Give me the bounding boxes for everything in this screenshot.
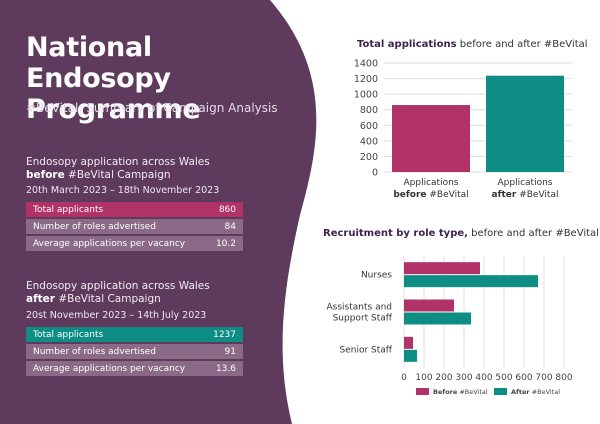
page-subtitle: #BeVital: Summary of Campaign Analysis	[26, 101, 278, 115]
x-tick-label: 400	[475, 373, 492, 383]
bar	[404, 275, 538, 288]
bar	[404, 299, 454, 312]
total-applications-chart: 0 200 400 600 800 1000 1200 1400 Applications bef…	[354, 59, 572, 200]
y-tick-label: 1000	[354, 90, 378, 101]
stat-label: Total applicants	[26, 202, 207, 217]
bar	[404, 349, 417, 362]
before-average-applications-row: Average applications per vacancy 10.2	[26, 236, 243, 251]
after-average-applications-row: Average applications per vacancy 13.6	[26, 361, 243, 376]
before-total-applicants-row: Total applicants 860	[26, 202, 243, 217]
after-roles-advertised-row: Number of roles advertised 91	[26, 344, 243, 359]
stat-label: Average applications per vacancy	[26, 361, 204, 376]
after-total-applicants-row: Total applicants 1237	[26, 327, 243, 342]
legend-label-bold: After	[511, 388, 530, 396]
y-category-label: Senior Staff	[340, 345, 393, 355]
x-tick-label: 800	[555, 373, 572, 383]
recruitment-by-role-chart: 0 100 200 300 400 500 600 700 800 Nurses Assistant…	[327, 256, 573, 396]
x-tick-label: 700	[535, 373, 552, 383]
total-applications-chart-title: Total applications before and after #BeV…	[357, 39, 588, 50]
legend-swatch	[494, 388, 507, 395]
stat-value: 10.2	[206, 236, 243, 251]
y-tick-label: 600	[360, 121, 378, 132]
x-tick-label: 500	[495, 373, 512, 383]
y-tick-label: 0	[372, 168, 378, 179]
bar	[404, 336, 413, 349]
bar	[404, 262, 480, 275]
x-tick-label: 100	[415, 373, 432, 383]
legend-swatch	[416, 388, 429, 395]
x-category-label: before #BeVital	[393, 190, 468, 200]
stat-value: 13.6	[203, 361, 243, 376]
x-tick-label: 0	[401, 373, 407, 383]
after-heading-line2: after #BeVital Campaign	[26, 293, 276, 306]
y-tick-label: 1200	[354, 74, 378, 85]
before-date-range: 20th March 2023 – 18th November 2023	[26, 185, 220, 196]
bar	[392, 105, 470, 172]
y-category-label: Assistants and	[327, 303, 392, 313]
legend-label: After #BeVital	[511, 388, 560, 396]
stat-value: 1237	[203, 327, 243, 342]
stat-value: 91	[203, 344, 243, 359]
chart2-title-bold: Recruitment by role type,	[323, 228, 468, 239]
legend-label-rest: #BeVital	[457, 388, 488, 396]
y-category-label: Nurses	[361, 271, 392, 281]
legend-label: Before #BeVital	[433, 388, 488, 396]
y-category-label: Support Staff	[333, 314, 393, 324]
x-category-label: Applications	[404, 178, 459, 188]
before-section-heading: Endosopy application across Wales before…	[26, 156, 276, 182]
chart2-title-rest: before and after #BeVital	[467, 228, 599, 239]
x-tick-label: 600	[515, 373, 532, 383]
x-category-label: Applications	[498, 178, 553, 188]
after-heading-bold: after	[26, 293, 55, 305]
x-category-label: after #BeVital	[492, 190, 559, 200]
legend-label-rest: #BeVital	[530, 388, 561, 396]
after-section-heading: Endosopy application across Wales after …	[26, 280, 276, 306]
chart1-title-bold: Total applications	[357, 39, 457, 50]
before-heading-line2: before #BeVital Campaign	[26, 169, 276, 182]
chart1-title-rest: before and after #BeVital	[456, 39, 588, 50]
before-roles-advertised-row: Number of roles advertised 84	[26, 219, 243, 234]
x-category-bold: before	[393, 190, 426, 200]
x-category-rest: #BeVital	[427, 190, 469, 200]
x-tick-label: 300	[455, 373, 472, 383]
x-category-bold: after	[492, 190, 517, 200]
x-tick-label: 200	[435, 373, 452, 383]
before-heading-bold: before	[26, 169, 65, 181]
stat-label: Number of roles advertised	[26, 344, 204, 359]
x-category-rest: #BeVital	[516, 190, 558, 200]
before-heading-rest: #BeVital Campaign	[64, 169, 171, 181]
y-tick-label: 200	[360, 152, 378, 163]
stat-label: Average applications per vacancy	[26, 236, 207, 251]
bar	[486, 75, 564, 172]
stat-value: 84	[206, 219, 243, 234]
bar	[404, 312, 471, 325]
page-title: National Endosopy Programme	[26, 32, 201, 125]
legend-label-bold: Before	[433, 388, 458, 396]
before-heading-line1: Endosopy application across Wales	[26, 156, 210, 168]
after-heading-line1: Endosopy application across Wales	[26, 280, 210, 292]
stat-value: 860	[206, 202, 243, 217]
recruitment-chart-title: Recruitment by role type, before and aft…	[323, 228, 599, 239]
after-date-range: 20st November 2023 – 14th July 2023	[26, 310, 207, 321]
stat-label: Number of roles advertised	[26, 219, 207, 234]
after-stats-table: Total applicants 1237 Number of roles ad…	[26, 325, 243, 378]
stat-label: Total applicants	[26, 327, 204, 342]
y-tick-label: 1400	[354, 59, 378, 70]
y-tick-label: 400	[360, 136, 378, 147]
after-heading-rest: #BeVital Campaign	[54, 293, 161, 305]
before-stats-table: Total applicants 860 Number of roles adv…	[26, 200, 243, 253]
y-tick-label: 800	[360, 105, 378, 116]
